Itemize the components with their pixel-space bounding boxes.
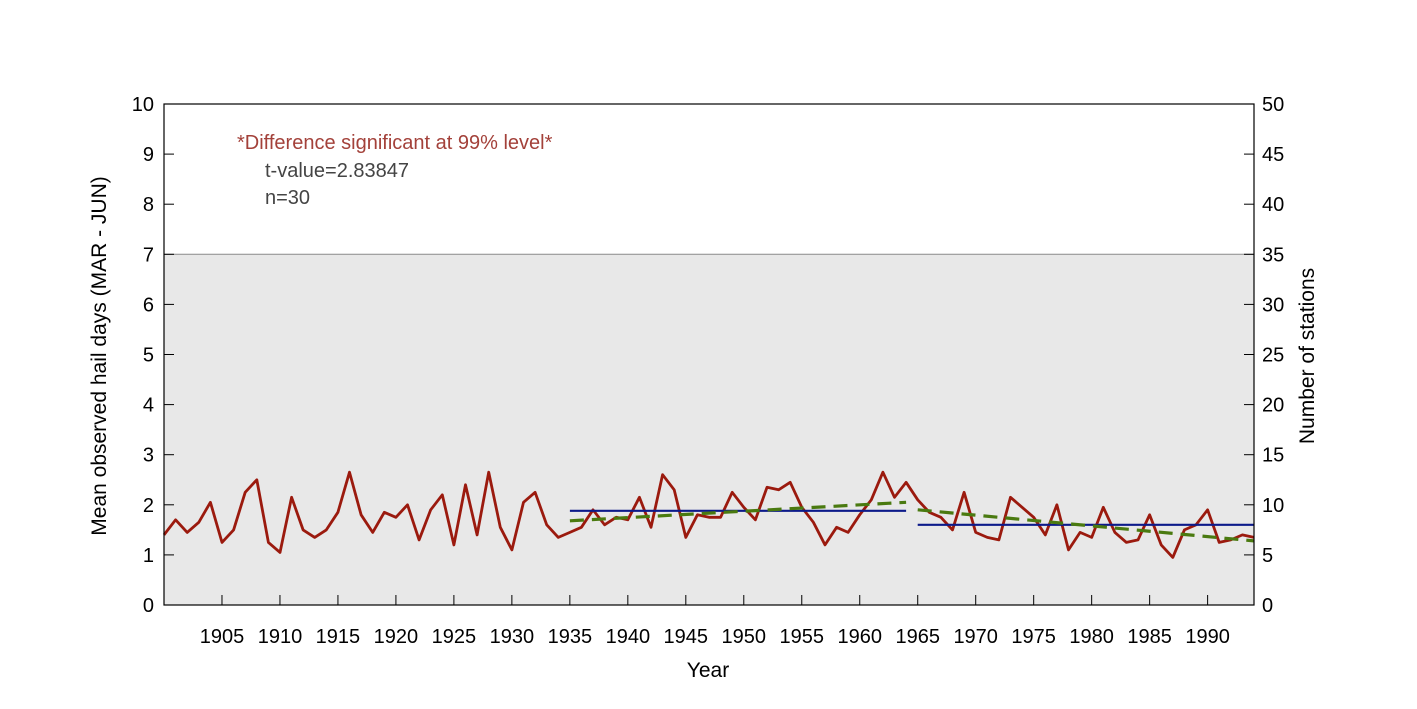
x-tick-label: 1970 xyxy=(953,626,998,648)
y-tick-label: 5 xyxy=(143,345,154,367)
y2-tick-label: 10 xyxy=(1262,495,1284,517)
y2-tick-label: 25 xyxy=(1262,345,1284,367)
y2-tick-label: 40 xyxy=(1262,194,1284,216)
y2-tick-label: 15 xyxy=(1262,445,1284,467)
y-tick-label: 6 xyxy=(143,294,154,316)
x-tick-label: 1980 xyxy=(1069,626,1114,648)
shaded-region xyxy=(164,254,1254,606)
y2-tick-label: 5 xyxy=(1262,545,1273,567)
x-tick-label: 1945 xyxy=(664,626,709,648)
y-tick-label: 7 xyxy=(143,244,154,266)
x-tick-label: 1925 xyxy=(432,626,477,648)
t-value-annotation: t-value=2.83847 xyxy=(265,160,409,182)
y-tick-label: 0 xyxy=(143,595,154,617)
y-tick-label: 1 xyxy=(143,545,154,567)
x-axis-title: Year xyxy=(687,659,729,682)
x-tick-label: 1915 xyxy=(316,626,361,648)
x-tick-label: 1930 xyxy=(490,626,535,648)
x-tick-label: 1910 xyxy=(258,626,303,648)
y2-axis-title: Number of stations xyxy=(1296,268,1319,444)
y-tick-label: 4 xyxy=(143,395,154,417)
y2-tick-label: 50 xyxy=(1262,94,1284,116)
x-tick-label: 1975 xyxy=(1011,626,1056,648)
n-annotation: n=30 xyxy=(265,187,310,209)
y-tick-label: 9 xyxy=(143,144,154,166)
y2-tick-label: 0 xyxy=(1262,595,1273,617)
y-tick-label: 3 xyxy=(143,445,154,467)
series-line-0 xyxy=(162,470,1255,559)
y2-tick-label: 30 xyxy=(1262,294,1284,316)
series-line-3 xyxy=(569,500,907,523)
x-tick-label: 1965 xyxy=(895,626,940,648)
x-tick-label: 1950 xyxy=(722,626,767,648)
y2-tick-label: 45 xyxy=(1262,144,1284,166)
y-tick-label: 8 xyxy=(143,194,154,216)
x-tick-label: 1960 xyxy=(837,626,882,648)
x-tick-label: 1920 xyxy=(374,626,419,648)
y2-tick-label: 35 xyxy=(1262,244,1284,266)
y-axis-right: 0 5 10 15 20 25 30 35 40 45 50 xyxy=(1244,94,1284,617)
series-line-4 xyxy=(917,508,1255,543)
x-tick-label: 1955 xyxy=(780,626,825,648)
y-tick-label: 10 xyxy=(132,94,154,116)
y-axis-title: Mean observed hail days (MAR - JUN) xyxy=(88,176,111,535)
y-axis-left: 0 1 2 3 4 5 6 7 8 9 10 xyxy=(132,94,174,617)
y-tick-label: 2 xyxy=(143,495,154,517)
x-tick-label: 1990 xyxy=(1185,626,1230,648)
series-layer xyxy=(162,470,1255,559)
x-tick-label: 1940 xyxy=(606,626,651,648)
x-tick-label: 1935 xyxy=(548,626,593,648)
significance-annotation: *Difference significant at 99% level* xyxy=(237,132,553,154)
x-axis: 1905 1910 1915 1920 1925 1930 1935 1940 1945 1950… xyxy=(200,595,1230,648)
x-tick-label: 1905 xyxy=(200,626,245,648)
x-tick-label: 1985 xyxy=(1127,626,1172,648)
y2-tick-label: 20 xyxy=(1262,395,1284,417)
